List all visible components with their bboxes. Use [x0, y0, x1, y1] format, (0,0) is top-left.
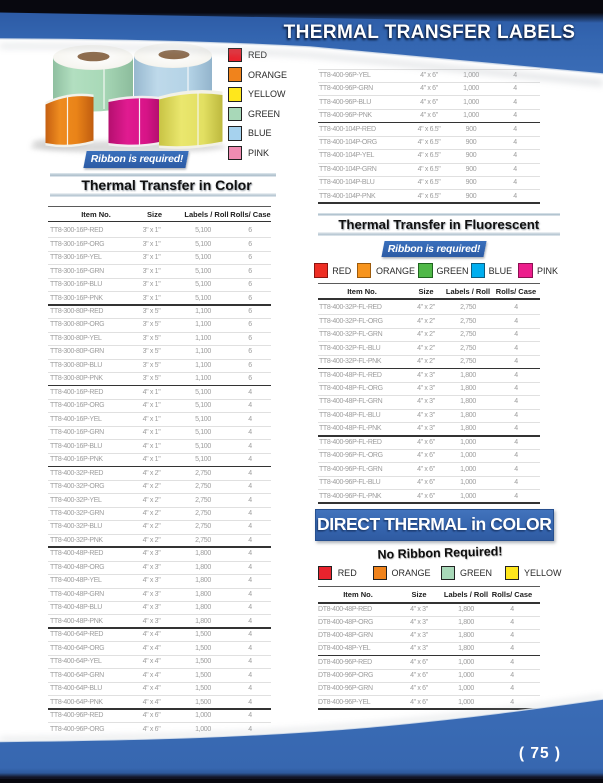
- svg-text:( 75 ): ( 75 ): [519, 745, 561, 762]
